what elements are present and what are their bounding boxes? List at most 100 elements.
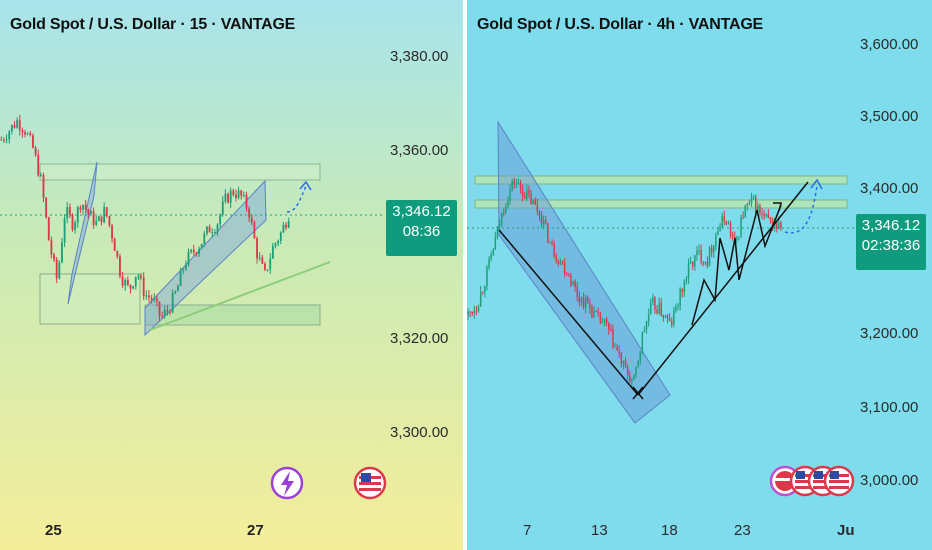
candle-body — [53, 254, 55, 260]
candle-body — [50, 240, 53, 255]
candle-body — [227, 193, 229, 203]
candle-body — [526, 190, 528, 199]
candle-body — [129, 284, 132, 289]
candle-body — [490, 254, 492, 259]
candle-body — [235, 194, 237, 198]
candle-body — [683, 280, 686, 293]
candle-body — [237, 190, 240, 198]
left-chart-canvas[interactable]: 3,380.00 3,360.00 3,320.00 3,300.00 25 2… — [0, 0, 463, 550]
y-tick-label: 3,200.00 — [860, 325, 918, 342]
candle-body — [746, 203, 749, 206]
resistance-zone — [39, 163, 321, 181]
candle-body — [761, 212, 763, 214]
projected-arrowhead — [810, 178, 823, 190]
candle-body — [166, 310, 169, 312]
candle-body — [521, 188, 524, 197]
candle-body — [482, 291, 484, 293]
candle-body — [738, 236, 740, 238]
impulse-arrowhead — [773, 202, 782, 212]
candle-body — [713, 245, 715, 253]
y-tick-label: 3,500.00 — [860, 108, 918, 125]
candle-body — [776, 223, 778, 229]
x-tick-label: Ju — [837, 522, 855, 539]
candle-body — [671, 320, 673, 325]
candle-body — [97, 216, 100, 221]
candle-body — [538, 211, 541, 216]
candle-body — [37, 154, 40, 176]
candle-body — [153, 298, 156, 300]
candle-body — [219, 214, 222, 225]
candle-body — [245, 194, 248, 209]
x-tick-label: 13 — [591, 522, 608, 539]
candle-body — [116, 251, 119, 257]
candle-body — [479, 291, 482, 307]
us-flag-icon[interactable] — [823, 465, 855, 497]
candle-body — [654, 297, 656, 310]
candle-body — [124, 279, 127, 286]
candle-body — [68, 207, 71, 215]
candle-body — [132, 286, 135, 289]
candle-body — [515, 183, 518, 185]
candle-body — [279, 232, 282, 241]
candle-body — [61, 242, 63, 263]
candle-body — [8, 131, 11, 140]
candle-body — [126, 279, 129, 285]
cross-marker — [632, 386, 644, 400]
candle-body — [610, 329, 612, 331]
candle-body — [647, 314, 650, 322]
us-flag-icon[interactable] — [353, 466, 387, 500]
candle-body — [637, 360, 639, 367]
candle-body — [87, 209, 90, 214]
candle-body — [524, 196, 526, 199]
lightning-icon[interactable] — [270, 466, 304, 500]
candle-body — [752, 197, 755, 199]
candle-body — [467, 311, 469, 315]
trendline — [149, 261, 331, 331]
x-tick-label: 18 — [661, 522, 678, 539]
candle-body — [563, 262, 566, 274]
x-tick-label: 27 — [247, 522, 264, 539]
candle-body — [92, 211, 95, 225]
candle-body — [771, 219, 774, 229]
candle-body — [698, 250, 700, 252]
candle-body — [595, 310, 597, 312]
rising-channel-small — [67, 161, 98, 305]
left-chart-panel[interactable]: 3,380.00 3,360.00 3,320.00 3,300.00 25 2… — [0, 0, 463, 550]
candle-body — [158, 301, 161, 316]
candle-body — [687, 263, 690, 279]
candle-body — [622, 360, 625, 364]
candle-body — [639, 351, 641, 361]
candle-body — [763, 213, 765, 217]
candle-body — [666, 315, 669, 319]
y-tick-label: 3,300.00 — [390, 424, 448, 441]
candle-body — [540, 215, 543, 225]
candle-body — [755, 197, 757, 214]
candle-body — [285, 224, 287, 228]
candle-body — [631, 379, 633, 382]
candle-body — [710, 247, 713, 253]
candle-body — [582, 297, 585, 308]
candle-body — [155, 298, 158, 302]
candle-body — [731, 234, 734, 238]
right-chart-canvas[interactable]: 3,600.00 3,500.00 3,400.00 3,200.00 3,10… — [467, 0, 932, 550]
candle-body — [601, 322, 604, 324]
candle-body — [108, 216, 111, 226]
right-chart-panel[interactable]: 3,600.00 3,500.00 3,400.00 3,200.00 3,10… — [467, 0, 932, 550]
candle-body — [242, 194, 245, 196]
candle-body — [765, 214, 767, 217]
candle-body — [536, 204, 539, 212]
panel-divider[interactable] — [463, 0, 467, 550]
candle-body — [100, 216, 103, 223]
candle-body — [576, 286, 578, 297]
candle-body — [150, 297, 153, 300]
candle-body — [664, 315, 667, 318]
candle-body — [477, 306, 480, 311]
candle-body — [274, 243, 277, 246]
candle-body — [645, 321, 648, 330]
y-tick-label: 3,000.00 — [860, 472, 918, 489]
candle-body — [580, 297, 583, 303]
y-tick-label: 3,360.00 — [390, 142, 448, 159]
candle-body — [507, 200, 509, 207]
projected-arrowhead — [299, 180, 312, 191]
candle-body — [542, 219, 545, 225]
